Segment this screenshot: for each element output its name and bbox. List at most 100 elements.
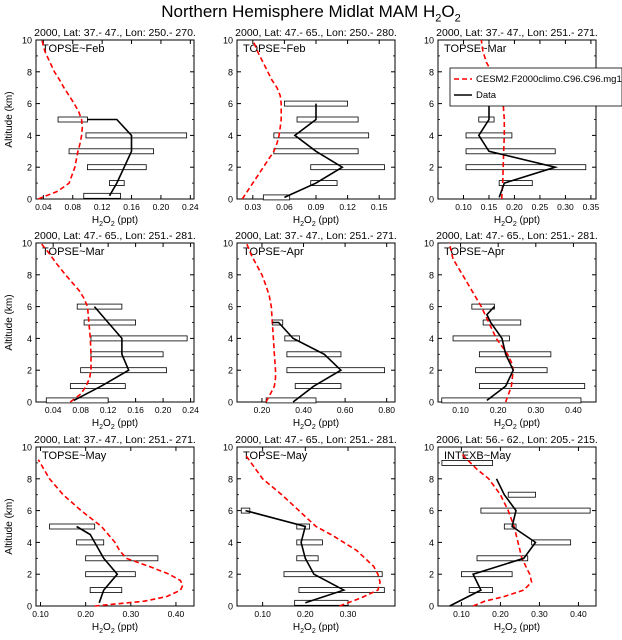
y-tick-label: 8 [228,67,233,77]
model-line [40,242,92,403]
legend-model-label: CESM2.F2000climo.C96.C96.mg17 [476,74,622,85]
y-tick-label: 2 [228,366,233,376]
range-bar [310,180,338,187]
y-tick-label: 10 [22,443,32,453]
data-line [76,525,119,604]
y-tick-label: 0 [429,602,434,612]
x-tick-label: 0.30 [557,202,574,212]
x-tick-label: 0.20 [77,609,94,619]
y-tick-label: 2 [429,366,434,376]
y-tick-label: 10 [424,36,434,46]
x-tick-label: 0.04 [35,202,52,212]
range-bar [76,303,123,310]
campaign-label: TOPSE~May [243,450,308,462]
model-line [244,454,381,607]
y-axis-label: Altitude (km) [4,498,15,554]
panel-3: 2000, Lat: 37.- 47., Lon: 251.- 271. TOPS… [424,27,622,228]
range-bar [296,555,319,562]
x-tick-label: 0.40 [168,609,185,619]
y-tick-label: 8 [27,474,32,484]
range-bar [296,539,323,546]
y-tick-label: 6 [429,302,434,312]
y-axis-label: Altitude (km) [4,91,15,147]
panel-9: 2006, Lat: 56.- 62., Lon: 205.- 215. INTE… [424,434,598,635]
range-bar [498,180,533,187]
y-tick-label: 6 [228,506,233,516]
range-bar [87,164,147,171]
x-axis-label: H2O2 (ppt) [92,215,138,228]
range-bar [480,507,591,514]
x-tick-label: 0.20 [155,405,172,415]
panel-header: 2000, Lat: 47.- 65., Lon: 251.- 281. [436,230,598,242]
x-tick-label: 0.40 [295,405,312,415]
y-tick-label: 4 [429,131,434,141]
y-tick-label: 6 [429,99,434,109]
y-tick-label: 4 [27,131,32,141]
range-bar [90,335,188,342]
data-line [477,103,559,198]
y-tick-label: 6 [27,506,32,516]
data-line [245,509,346,604]
x-tick-label: 0.08 [72,405,89,415]
panel-5: 2000, Lat: 37.- 47., Lon: 251.- 271. TOPS… [223,230,397,431]
x-tick-label: 0.06 [276,202,293,212]
y-tick-label: 4 [27,538,32,548]
y-tick-label: 8 [27,67,32,77]
campaign-label: TOPSE~May [42,450,107,462]
x-tick-label: 0.25 [532,202,549,212]
y-tick-label: 10 [223,443,233,453]
data-line [87,118,133,197]
range-bar [85,555,159,562]
x-tick-label: 0.10 [32,609,49,619]
range-bar [262,194,291,201]
y-tick-label: 2 [429,163,434,173]
y-tick-label: 8 [429,474,434,484]
range-bar [286,351,342,358]
range-bar [283,571,383,578]
range-bar [85,571,136,578]
y-tick-label: 8 [228,474,233,484]
range-bar [80,367,167,374]
x-tick-label: 0.24 [182,405,199,415]
y-tick-label: 10 [22,239,32,249]
y-tick-label: 4 [429,334,434,344]
panel-header: 2000, Lat: 47.- 65., Lon: 250.- 280. [235,27,397,39]
campaign-label: TOPSE~Mar [444,43,507,55]
panel-header: 2000, Lat: 47.- 65., Lon: 251.- 281. [235,434,397,446]
range-bar [482,319,522,326]
x-tick-label: 0.16 [127,405,144,415]
panel-header: 2000, Lat: 37.- 47., Lon: 251.- 271. [34,434,196,446]
x-tick-label: 0.03 [245,202,262,212]
campaign-label: TOPSE~Apr [243,246,304,258]
x-tick-label: 0.40 [565,405,582,415]
range-bar [273,132,370,139]
panel-2: 2000, Lat: 47.- 65., Lon: 250.- 280. TOPS… [223,27,397,228]
x-tick-label: 0.80 [378,405,395,415]
campaign-label: TOPSE~Mar [42,246,105,258]
y-tick-label: 2 [228,163,233,173]
x-tick-label: 0.24 [182,202,199,212]
y-tick-label: 6 [27,99,32,109]
y-tick-label: 6 [228,302,233,312]
x-axis-label: H2O2 (ppt) [293,215,339,228]
x-tick-label: 0.20 [153,202,170,212]
x-tick-label: 0.20 [490,405,507,415]
y-tick-label: 2 [27,163,32,173]
panel-header: 2006, Lat: 56.- 62., Lon: 205.- 215. [436,434,598,446]
y-axis-label: Altitude (km) [4,294,15,350]
title-text: Northern Hemisphere Midlat MAM H [161,2,436,21]
model-line [460,452,533,607]
campaign-label: TOPSE~Apr [444,246,505,258]
x-tick-label: 0.35 [583,202,600,212]
figure-title: Northern Hemisphere Midlat MAM H2O2 [161,2,461,25]
range-bar [85,132,188,139]
x-tick-label: 0.12 [100,405,117,415]
range-bar [475,367,548,374]
y-tick-label: 6 [228,99,233,109]
y-tick-label: 4 [429,538,434,548]
panel-header: 2000, Lat: 37.- 47., Lon: 251.- 271. [235,230,397,242]
x-tick-label: 0.09 [308,202,325,212]
range-bar [478,351,552,358]
x-tick-label: 0.10 [254,609,271,619]
y-tick-label: 8 [429,270,434,280]
